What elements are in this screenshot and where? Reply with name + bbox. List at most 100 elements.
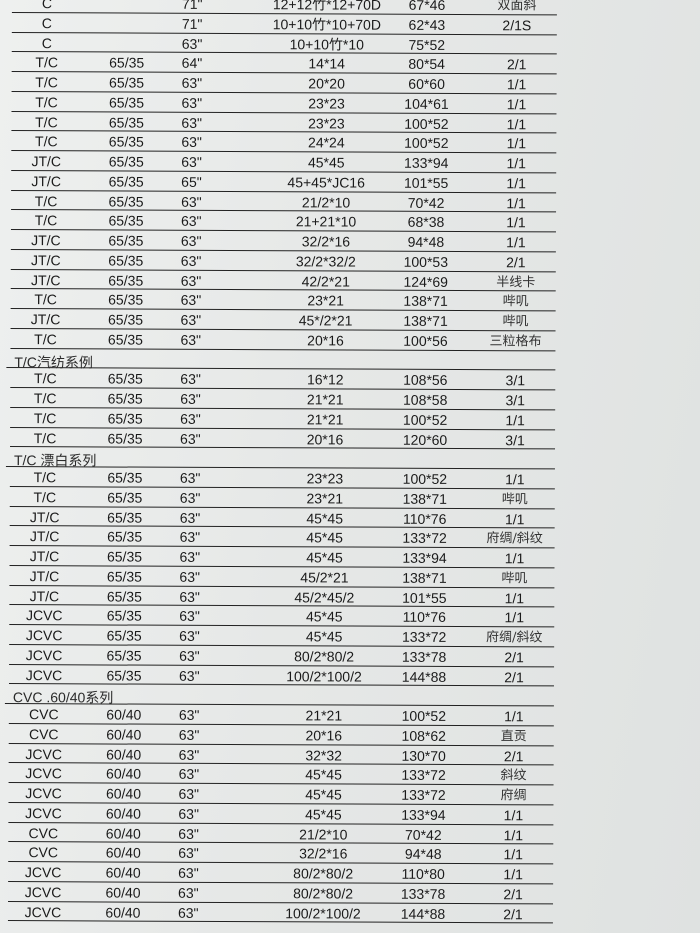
cell-blend: 65/35 — [108, 232, 144, 249]
cell-type: JT/C — [30, 311, 61, 328]
cell-type: JT/C — [29, 528, 60, 545]
cell-type: T/C — [33, 429, 57, 446]
cell-width: 63" — [180, 311, 202, 328]
cell-width: 63" — [181, 74, 203, 91]
table-row: T/C 65/35 63" 20*16 100*56 三粒格布 — [10, 328, 556, 351]
cell-density: 120*60 — [402, 431, 448, 448]
cell-type: T/C — [34, 212, 58, 229]
table-row: T/C 65/35 63" 21*21 108*58 3/1 — [10, 388, 556, 411]
cell-weave: 1/1 — [506, 214, 526, 231]
cell-weave: 1/1 — [504, 550, 525, 567]
cell-weave: 1/1 — [503, 846, 524, 863]
cell-weave: 哔叽 — [501, 491, 528, 508]
cell-weave: 府绸/斜纹 — [486, 531, 543, 547]
cell-type: JCVC — [25, 745, 62, 762]
cell-type: T/C — [35, 93, 58, 111]
cell-blend: 65/35 — [107, 410, 143, 427]
cell-density: 94*48 — [404, 846, 442, 863]
cell-type: T/C — [33, 488, 57, 505]
table-row: JCVC 60/40 63" 32*32 130*70 2/1 — [8, 743, 554, 766]
cell-density: 60*60 — [408, 75, 445, 92]
cell-yarn-count: 45*45 — [305, 608, 343, 625]
cell-yarn-count: 32/2*16 — [301, 233, 351, 250]
cell-type: CVC — [28, 725, 59, 743]
cell-density: 101*55 — [403, 174, 449, 191]
cell-yarn-count: 45/2*45/2 — [294, 588, 355, 606]
cell-width: 63" — [180, 390, 201, 407]
cell-weave: 1/1 — [506, 194, 526, 211]
cell-density: 75*52 — [408, 36, 446, 53]
cell-weave: 3/1 — [505, 372, 526, 389]
cell-density: 133*72 — [401, 786, 446, 803]
table-row: T/C 65/35 63" 21/2*10 70*42 1/1 — [11, 190, 557, 213]
table-row: JCVC 65/35 63" 45*45 133*72 府绸/斜纹 — [9, 625, 555, 648]
table-row: JCVC 65/35 63" 45*45 110*76 1/1 — [9, 605, 555, 628]
table-row: JT/C 65/35 63" 45*45 133*72 府绸/斜纹 — [9, 526, 555, 549]
cell-yarn-count: 23*23 — [308, 114, 345, 132]
table-row: JCVC 60/40 63" 80/2*80/2 133*78 2/1 — [8, 881, 554, 904]
table-row: T/C 65/35 63" 21+21*10 68*38 1/1 — [10, 210, 557, 233]
table-row: CVC 60/40 63" 21/2*10 70*42 1/1 — [8, 822, 554, 845]
cell-density: 138*71 — [402, 490, 448, 507]
cell-width: 63" — [178, 706, 200, 723]
cell-blend: 60/40 — [106, 765, 142, 782]
table-row: JCVC 65/35 63" 100/2*100/2 144*88 2/1 — [8, 664, 555, 687]
cell-width: 63" — [180, 292, 202, 309]
cell-blend: 60/40 — [105, 824, 141, 842]
cell-width: 63" — [179, 647, 200, 664]
cell-weave: 1/1 — [506, 115, 527, 132]
cell-type: C — [41, 34, 52, 51]
cell-weave: 2/1 — [506, 253, 526, 271]
cell-type: JCVC — [24, 903, 62, 920]
table-row: CVC 60/40 63" 32/2*16 94*48 1/1 — [8, 842, 554, 865]
cell-type: JT/C — [31, 232, 61, 249]
table-row: T/C 65/35 63" 16*12 108*56 3/1 — [10, 368, 556, 391]
cell-width: 63" — [178, 785, 200, 802]
cell-blend: 60/40 — [105, 785, 142, 802]
cell-width: 63" — [178, 864, 199, 881]
cell-density: 138*71 — [402, 569, 447, 586]
cell-yarn-count: 45*/2*21 — [298, 312, 353, 329]
table-row: JT/C 65/35 63" 45/2*21 138*71 哔叽 — [9, 565, 555, 588]
table-row: CVC 60/40 63" 20*16 108*62 直贡 — [8, 723, 554, 746]
cell-blend: 60/40 — [106, 706, 142, 723]
table-row: C 63" 10+10竹*10 75*52 — [11, 32, 557, 55]
cell-weave: 1/1 — [504, 510, 525, 527]
cell-yarn-count: 45*45 — [305, 628, 343, 645]
cell-type: JCVC — [25, 646, 63, 664]
cell-density: 130*70 — [401, 747, 446, 764]
cell-weave: 直贡 — [500, 728, 527, 745]
cell-yarn-count: 45*45 — [307, 154, 345, 171]
table-row: JT/C 65/35 63" 45*/2*21 138*71 哔叽 — [10, 309, 556, 332]
cell-blend: 65/35 — [106, 627, 142, 644]
cell-type: T/C — [35, 54, 59, 71]
cell-type: CVC — [28, 844, 59, 861]
cell-width: 63" — [179, 608, 200, 625]
cell-width: 63" — [181, 153, 202, 170]
table-row: JCVC 65/35 63" 80/2*80/2 133*78 2/1 — [9, 644, 555, 667]
cell-type: JT/C — [29, 567, 60, 585]
cell-blend: 65/35 — [108, 252, 144, 269]
cell-blend: 65/35 — [108, 271, 144, 289]
table-row: JT/C 65/35 63" 32/2*16 94*48 1/1 — [10, 230, 556, 253]
cell-yarn-count: 16*12 — [306, 371, 344, 388]
cell-yarn-count: 45+45*JC16 — [287, 174, 365, 191]
cell-type: JCVC — [25, 666, 63, 683]
cell-blend: 65/35 — [108, 192, 144, 210]
cell-yarn-count: 100/2*100/2 — [285, 904, 361, 922]
cell-yarn-count: 80/2*80/2 — [294, 648, 355, 665]
cell-type: T/C — [33, 409, 57, 427]
cell-density: 108*62 — [401, 727, 446, 744]
cell-weave: 三粒格布 — [489, 333, 542, 350]
cell-width: 63" — [180, 213, 202, 230]
cell-density: 100*52 — [404, 115, 449, 132]
cell-yarn-count: 21+21*10 — [295, 213, 357, 230]
table-row: T/C 65/35 64" 14*14 80*54 2/1 — [11, 52, 557, 75]
cell-density: 110*76 — [403, 510, 447, 527]
cell-width: 63" — [180, 232, 202, 249]
cell-type: JT/C — [29, 587, 60, 604]
cell-width: 63" — [179, 548, 201, 565]
cell-type: T/C — [33, 469, 57, 486]
cell-width: 63" — [180, 410, 201, 427]
